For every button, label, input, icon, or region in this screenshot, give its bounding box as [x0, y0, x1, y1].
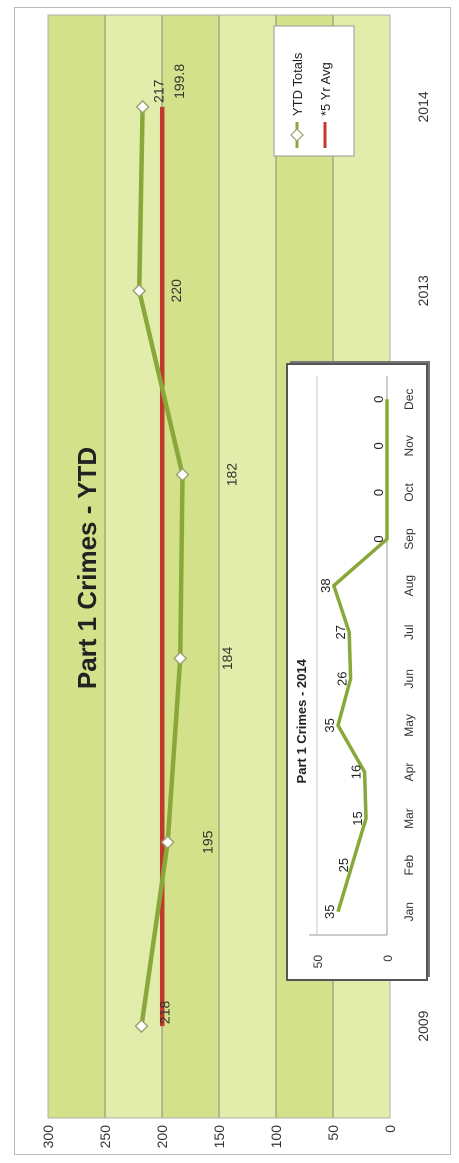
legend-label-5yr-avg: *5 Yr Avg — [318, 62, 333, 116]
inset-x-tick-label: Jun — [402, 669, 416, 688]
y-tick-label: 150 — [211, 1125, 227, 1149]
inset-x-tick-label: Nov — [402, 435, 416, 456]
inset-data-label: 38 — [318, 578, 333, 592]
y-tick-label: 250 — [97, 1125, 113, 1149]
x-tick-label: 2013 — [415, 275, 431, 306]
inset-title: Part 1 Crimes - 2014 — [294, 658, 309, 783]
inset-data-label: 0 — [371, 396, 386, 403]
ytd-marker — [173, 651, 188, 666]
inset-x-tick-label: Jan — [402, 902, 416, 921]
plot-band — [48, 15, 105, 1118]
y-tick-label: 200 — [154, 1125, 170, 1149]
inset-data-label: 0 — [371, 535, 386, 542]
inset-x-tick-label: Mar — [402, 808, 416, 829]
y-axis-ticks: 0 50 100 150 200 250 300 — [40, 1125, 398, 1149]
inset-x-tick-label: Apr — [402, 763, 416, 782]
plot-band — [162, 15, 219, 1118]
legend: YTD Totals *5 Yr Avg — [273, 25, 355, 157]
ytd-data-label: 195 — [200, 830, 216, 854]
y-tick-label: 50 — [325, 1125, 341, 1141]
ytd-marker — [160, 835, 175, 850]
x-tick-label: 2009 — [415, 1010, 431, 1041]
inset-chart: Part 1 Crimes - 2014 0 50 Jan Feb Mar Apr May Ju… — [286, 361, 430, 981]
x-tick-label: 2014 — [415, 91, 431, 122]
ytd-data-label: 182 — [224, 463, 240, 487]
ytd-data-label: 184 — [219, 647, 235, 671]
inset-x-tick-label: Aug — [402, 575, 416, 596]
ytd-data-label: 217 — [151, 79, 167, 103]
inset-series-line — [332, 399, 389, 913]
legend-box — [273, 25, 355, 157]
series-group: 218 195 184 182 220 217 199.8 — [132, 64, 240, 1034]
inset-data-label: 27 — [333, 625, 348, 639]
inset-y-tick-label: 50 — [311, 955, 325, 969]
inset-data-label: 25 — [336, 858, 351, 872]
inset-data-label: 26 — [335, 672, 350, 686]
legend-marker-ytd-totals — [290, 128, 304, 142]
inset-x-tick-label: May — [402, 714, 416, 737]
chart-title: Part 1 Crimes - YTD — [72, 447, 102, 689]
ytd-data-label: 220 — [168, 279, 184, 303]
inset-data-label: 0 — [371, 442, 386, 449]
inset-x-tick-label: Dec — [402, 389, 416, 410]
series-line-ytd-totals — [136, 106, 185, 1027]
y-tick-label: 0 — [382, 1125, 398, 1133]
inset-x-tick-label: Jul — [402, 625, 416, 640]
ytd-marker — [175, 467, 190, 482]
ytd-marker — [132, 283, 147, 298]
y-tick-label: 300 — [40, 1125, 56, 1149]
inset-data-label: 0 — [371, 489, 386, 496]
inset-x-tick-label: Feb — [402, 854, 416, 875]
ytd-marker — [135, 99, 150, 114]
avg-data-label: 199.8 — [171, 64, 187, 99]
inset-x-tick-label: Sep — [402, 528, 416, 550]
inset-x-tick-label: Oct — [402, 482, 416, 501]
ytd-data-label: 218 — [156, 1001, 172, 1025]
ytd-marker — [134, 1019, 149, 1034]
inset-data-label: 16 — [349, 765, 364, 779]
y-tick-label: 100 — [268, 1125, 284, 1149]
inset-data-label: 35 — [322, 718, 337, 732]
inset-y-tick-label: 0 — [381, 955, 395, 962]
inset-data-label: 15 — [350, 811, 365, 825]
plot-band — [219, 15, 276, 1118]
inset-data-label: 35 — [322, 904, 337, 918]
inset-frame — [286, 363, 428, 981]
legend-label-ytd-totals: YTD Totals — [290, 52, 305, 116]
plot-band — [105, 15, 162, 1118]
